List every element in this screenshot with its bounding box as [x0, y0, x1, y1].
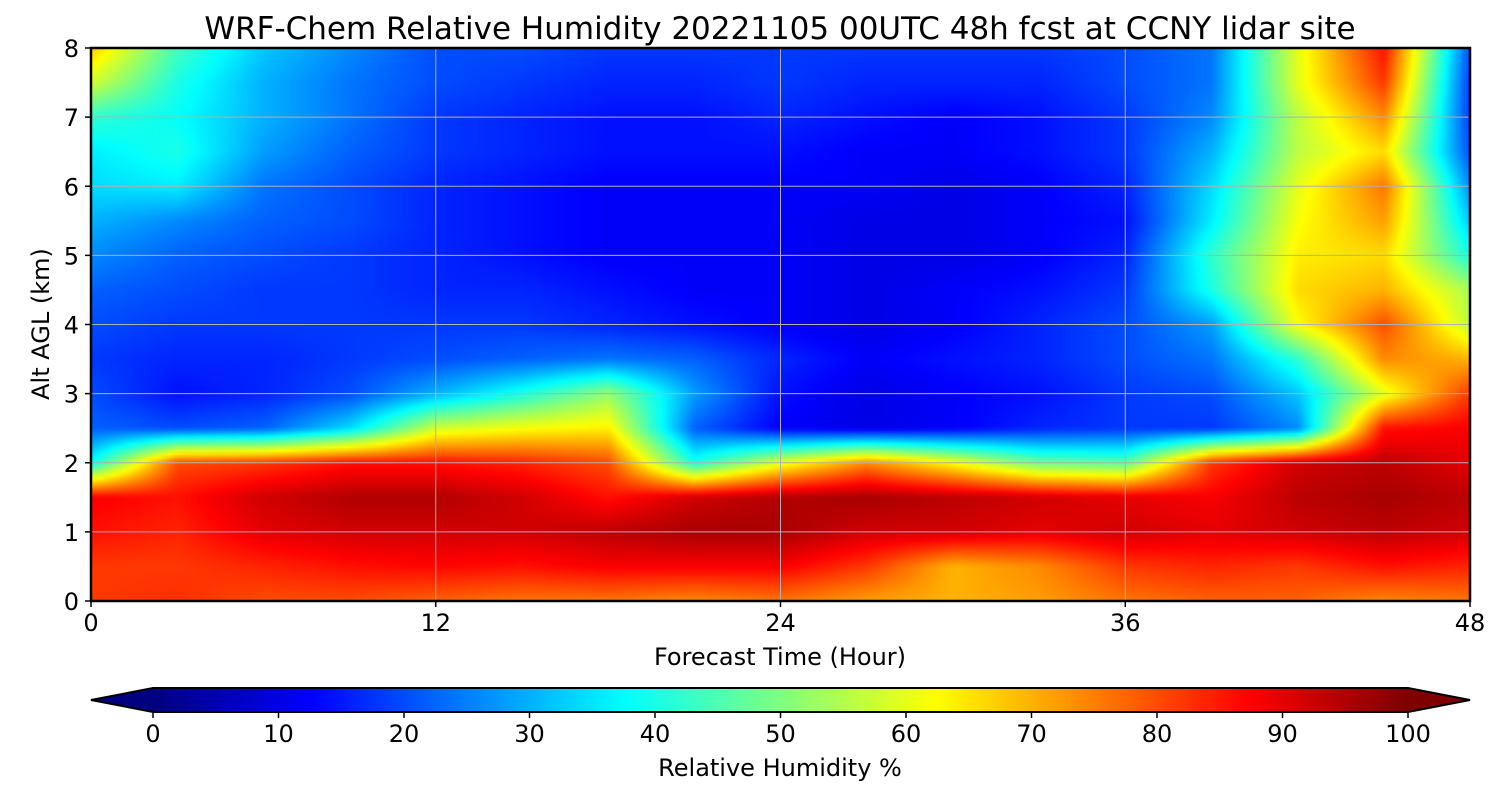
colorbar-tick-label: 90 — [1267, 720, 1298, 748]
x-tick-label: 24 — [765, 609, 796, 637]
colorbar-tick-label: 80 — [1142, 720, 1173, 748]
colorbar-tick-label: 0 — [145, 720, 160, 748]
x-axis-label: Forecast Time (Hour) — [654, 643, 906, 671]
colorbar-tick-label: 30 — [514, 720, 545, 748]
colorbar-tick-label: 50 — [765, 720, 796, 748]
y-tick-label: 1 — [64, 519, 79, 547]
colorbar-extend-high — [1408, 688, 1470, 712]
colorbar-gradient — [153, 688, 1408, 712]
y-tick-label: 8 — [64, 35, 79, 63]
colorbar-ticks: 0 10 20 30 40 50 60 70 80 90 100 — [145, 712, 1431, 748]
y-tick-label: 6 — [64, 173, 79, 201]
colorbar-tick-label: 60 — [891, 720, 922, 748]
y-tick-label: 0 — [64, 588, 79, 616]
chart-title: WRF-Chem Relative Humidity 20221105 00UT… — [204, 11, 1355, 47]
colorbar-tick-label: 70 — [1016, 720, 1047, 748]
y-tick-label: 3 — [64, 381, 79, 409]
x-tick-label: 36 — [1110, 609, 1141, 637]
colorbar-tick-label: 100 — [1385, 720, 1431, 748]
colorbar-tick-label: 40 — [640, 720, 671, 748]
x-tick-label: 12 — [420, 609, 451, 637]
y-tick-label: 4 — [64, 312, 79, 340]
x-axis-ticks: 0 12 24 36 48 — [83, 601, 1485, 637]
y-tick-label: 7 — [64, 104, 79, 132]
colorbar-label: Relative Humidity % — [658, 754, 902, 782]
y-axis-label: Alt AGL (km) — [27, 248, 55, 400]
x-tick-label: 0 — [83, 609, 98, 637]
plot-area — [89, 46, 1472, 603]
colorbar-extend-low — [91, 688, 153, 712]
y-tick-label: 5 — [64, 242, 79, 270]
y-axis-ticks: 0 1 2 3 4 5 6 7 8 — [64, 35, 91, 616]
colorbar-tick-label: 20 — [389, 720, 420, 748]
x-tick-label: 48 — [1455, 609, 1486, 637]
colorbar-tick-label: 10 — [263, 720, 294, 748]
y-tick-label: 2 — [64, 450, 79, 478]
colorbar: 0 10 20 30 40 50 60 70 80 90 100 Relative Humidity… — [90, 687, 1471, 782]
